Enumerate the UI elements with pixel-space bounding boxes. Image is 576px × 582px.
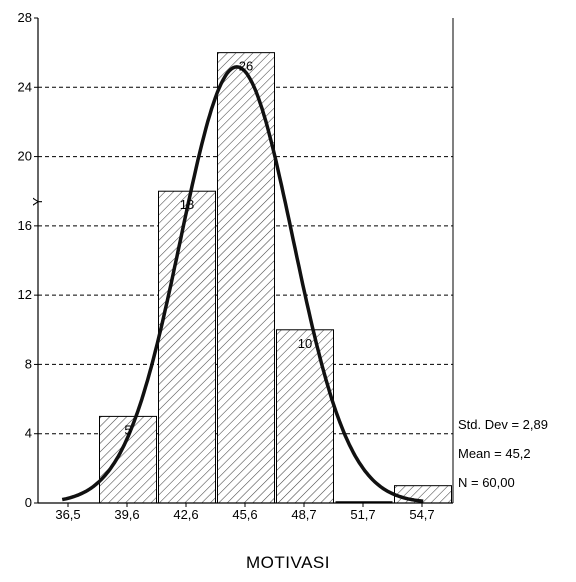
n-label: N = 60,00 xyxy=(458,475,515,490)
x-tick-label: 45,6 xyxy=(232,507,257,522)
x-tick-label: 36,5 xyxy=(55,507,80,522)
y-tick-label: 24 xyxy=(18,79,32,94)
bars-group xyxy=(99,52,452,504)
bar xyxy=(276,329,334,504)
y-tick-label: 12 xyxy=(18,287,32,302)
gridlines xyxy=(38,86,453,435)
y-tick-labels: 0 4 8 12 16 20 24 28 xyxy=(18,10,38,510)
x-tick-label: 39,6 xyxy=(114,507,139,522)
data-label: 5 xyxy=(124,422,131,437)
mean-label: Mean = 45,2 xyxy=(458,446,531,461)
x-tick-label: 42,6 xyxy=(173,507,198,522)
x-tick-labels: 36,5 39,6 42,6 45,6 48,7 51,7 54,7 xyxy=(55,503,435,522)
x-axis-title: MOTIVASI xyxy=(246,553,330,572)
y-tick-label: 4 xyxy=(25,426,32,441)
y-tick-label: 28 xyxy=(18,10,32,25)
data-label: 18 xyxy=(180,197,194,212)
x-tick-label: 48,7 xyxy=(291,507,316,522)
y-tick-label: 0 xyxy=(25,495,32,510)
y-tick-label: 16 xyxy=(18,218,32,233)
std-dev-label: Std. Dev = 2,89 xyxy=(458,417,548,432)
data-label: 10 xyxy=(298,336,312,351)
bar xyxy=(158,190,216,504)
bar xyxy=(99,415,157,504)
y-tick-label: 8 xyxy=(25,356,32,371)
x-tick-label: 51,7 xyxy=(350,507,375,522)
y-tick-label: 20 xyxy=(18,149,32,164)
normal-curve-group xyxy=(61,65,424,503)
data-label: 26 xyxy=(239,59,253,74)
data-labels: 5 18 26 10 xyxy=(124,59,312,438)
x-tick-label: 54,7 xyxy=(409,507,434,522)
normal-curve-line xyxy=(61,65,424,503)
y-axis-label: Y xyxy=(30,197,45,206)
bar xyxy=(217,52,275,504)
